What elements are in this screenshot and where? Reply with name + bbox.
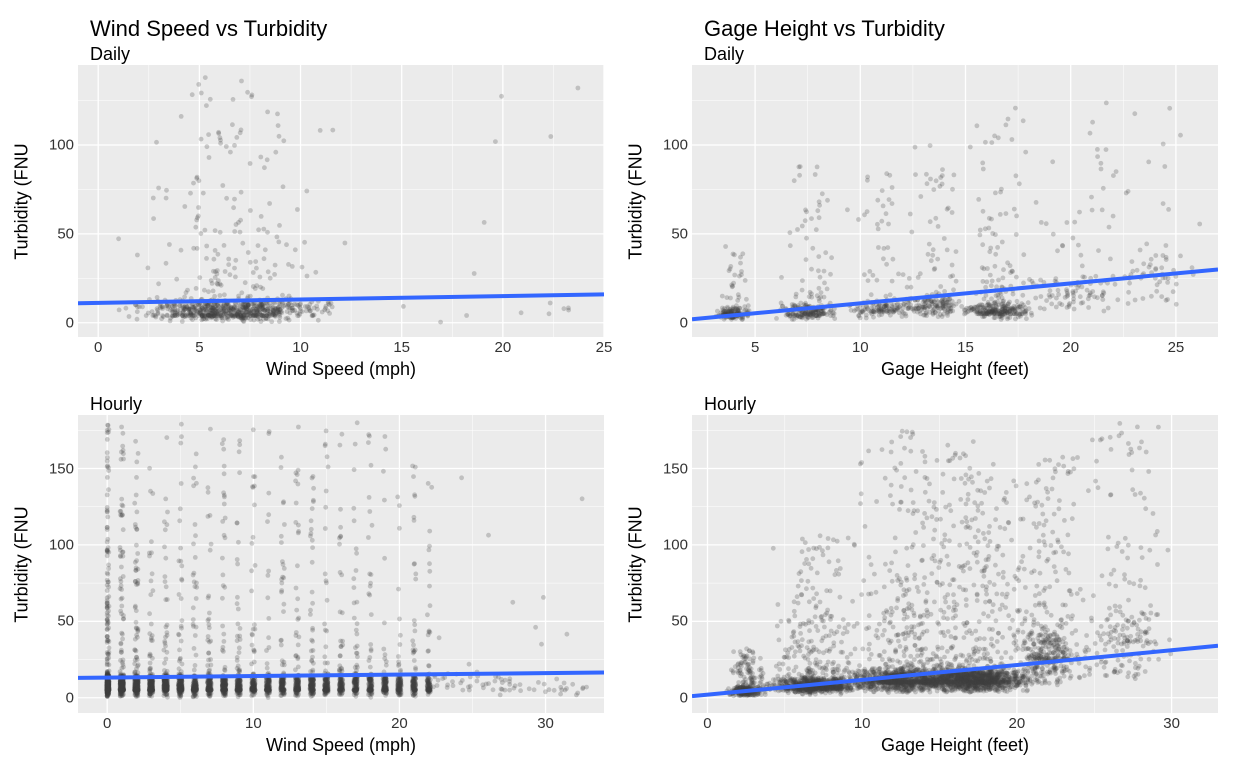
ytick-label: 0 — [680, 689, 688, 706]
ytick-label: 50 — [671, 613, 688, 630]
xticks-gh-hourly: 0 10 20 30 — [692, 713, 1218, 735]
xtick-label: 20 — [1062, 339, 1079, 356]
ylabel-gh-hourly: Turbidity (FNU — [626, 506, 647, 622]
subtitle-ws-daily: Daily — [10, 42, 604, 65]
xtick-label: 0 — [703, 715, 711, 732]
yticks-gh-hourly: 0 50 100 150 — [648, 415, 692, 713]
xtick-label: 0 — [103, 715, 111, 732]
plot-ws-daily — [78, 65, 604, 337]
panel-ws-daily: Wind Speed vs Turbidity Daily Turbidity … — [10, 10, 604, 382]
subtitle-gh-daily: Daily — [624, 42, 1218, 65]
plot-ws-hourly — [78, 415, 604, 713]
xticks-ws-daily: 0510152025 — [78, 337, 604, 359]
ytick-label: 150 — [49, 460, 74, 477]
ytick-label: 0 — [680, 314, 688, 331]
xtick-label: 20 — [495, 339, 512, 356]
xtick-label: 25 — [596, 339, 613, 356]
panel-ws-hourly: Hourly Turbidity (FNU 050100150 0102030 … — [10, 386, 604, 758]
xtick-label: 20 — [391, 715, 408, 732]
xtick-label: 30 — [1163, 715, 1180, 732]
subtitle-ws-hourly: Hourly — [10, 386, 604, 415]
ytick-label: 50 — [671, 225, 688, 242]
chart-grid: Wind Speed vs Turbidity Daily Turbidity … — [0, 0, 1248, 768]
ytick-label: 150 — [663, 460, 688, 477]
xtick-label: 5 — [195, 339, 203, 356]
ytick-label: 0 — [66, 689, 74, 706]
ytick-label: 50 — [57, 225, 74, 242]
xlabel-ws-hourly: Wind Speed (mph) — [78, 735, 604, 758]
xticks-ws-hourly: 0 10 20 30 — [78, 713, 604, 735]
ytick-label: 100 — [663, 536, 688, 553]
ylabel-ws-daily: Turbidity (FNU — [12, 143, 33, 259]
subtitle-gh-hourly: Hourly — [624, 386, 1218, 415]
xtick-label: 10 — [852, 339, 869, 356]
ylabel-ws-hourly: Turbidity (FNU — [12, 506, 33, 622]
xlabel-ws-daily: Wind Speed (mph) — [78, 359, 604, 382]
ytick-label: 100 — [49, 536, 74, 553]
xlabel-gh-hourly: Gage Height (feet) — [692, 735, 1218, 758]
xlabel-gh-daily: Gage Height (feet) — [692, 359, 1218, 382]
column-title-left: Wind Speed vs Turbidity — [10, 10, 604, 42]
panel-gh-daily: Gage Height vs Turbidity Daily Turbidity… — [624, 10, 1218, 382]
ylabel-gh-daily: Turbidity (FNU — [626, 143, 647, 259]
ytick-label: 0 — [66, 314, 74, 331]
xtick-label: 15 — [957, 339, 974, 356]
column-title-right: Gage Height vs Turbidity — [624, 10, 1218, 42]
xtick-label: 25 — [1168, 339, 1185, 356]
plot-gh-daily — [692, 65, 1218, 337]
plot-gh-hourly — [692, 415, 1218, 713]
xticks-gh-daily: 5 10 15 20 25 — [692, 337, 1218, 359]
yticks-ws-hourly: 0 50 100 150 — [34, 415, 78, 713]
xtick-label: 15 — [393, 339, 410, 356]
xtick-label: 30 — [537, 715, 554, 732]
yticks-gh-daily: 0 50 100 — [648, 65, 692, 337]
xtick-label: 10 — [292, 339, 309, 356]
ytick-label: 50 — [57, 613, 74, 630]
ytick-label: 100 — [663, 137, 688, 154]
ytick-label: 100 — [49, 137, 74, 154]
xtick-label: 20 — [1009, 715, 1026, 732]
xtick-label: 5 — [751, 339, 759, 356]
panel-gh-hourly: Hourly Turbidity (FNU 050100150 0102030 … — [624, 386, 1218, 758]
xtick-label: 10 — [245, 715, 262, 732]
xtick-label: 10 — [854, 715, 871, 732]
xtick-label: 0 — [94, 339, 102, 356]
yticks-ws-daily: 0 50 100 — [34, 65, 78, 337]
